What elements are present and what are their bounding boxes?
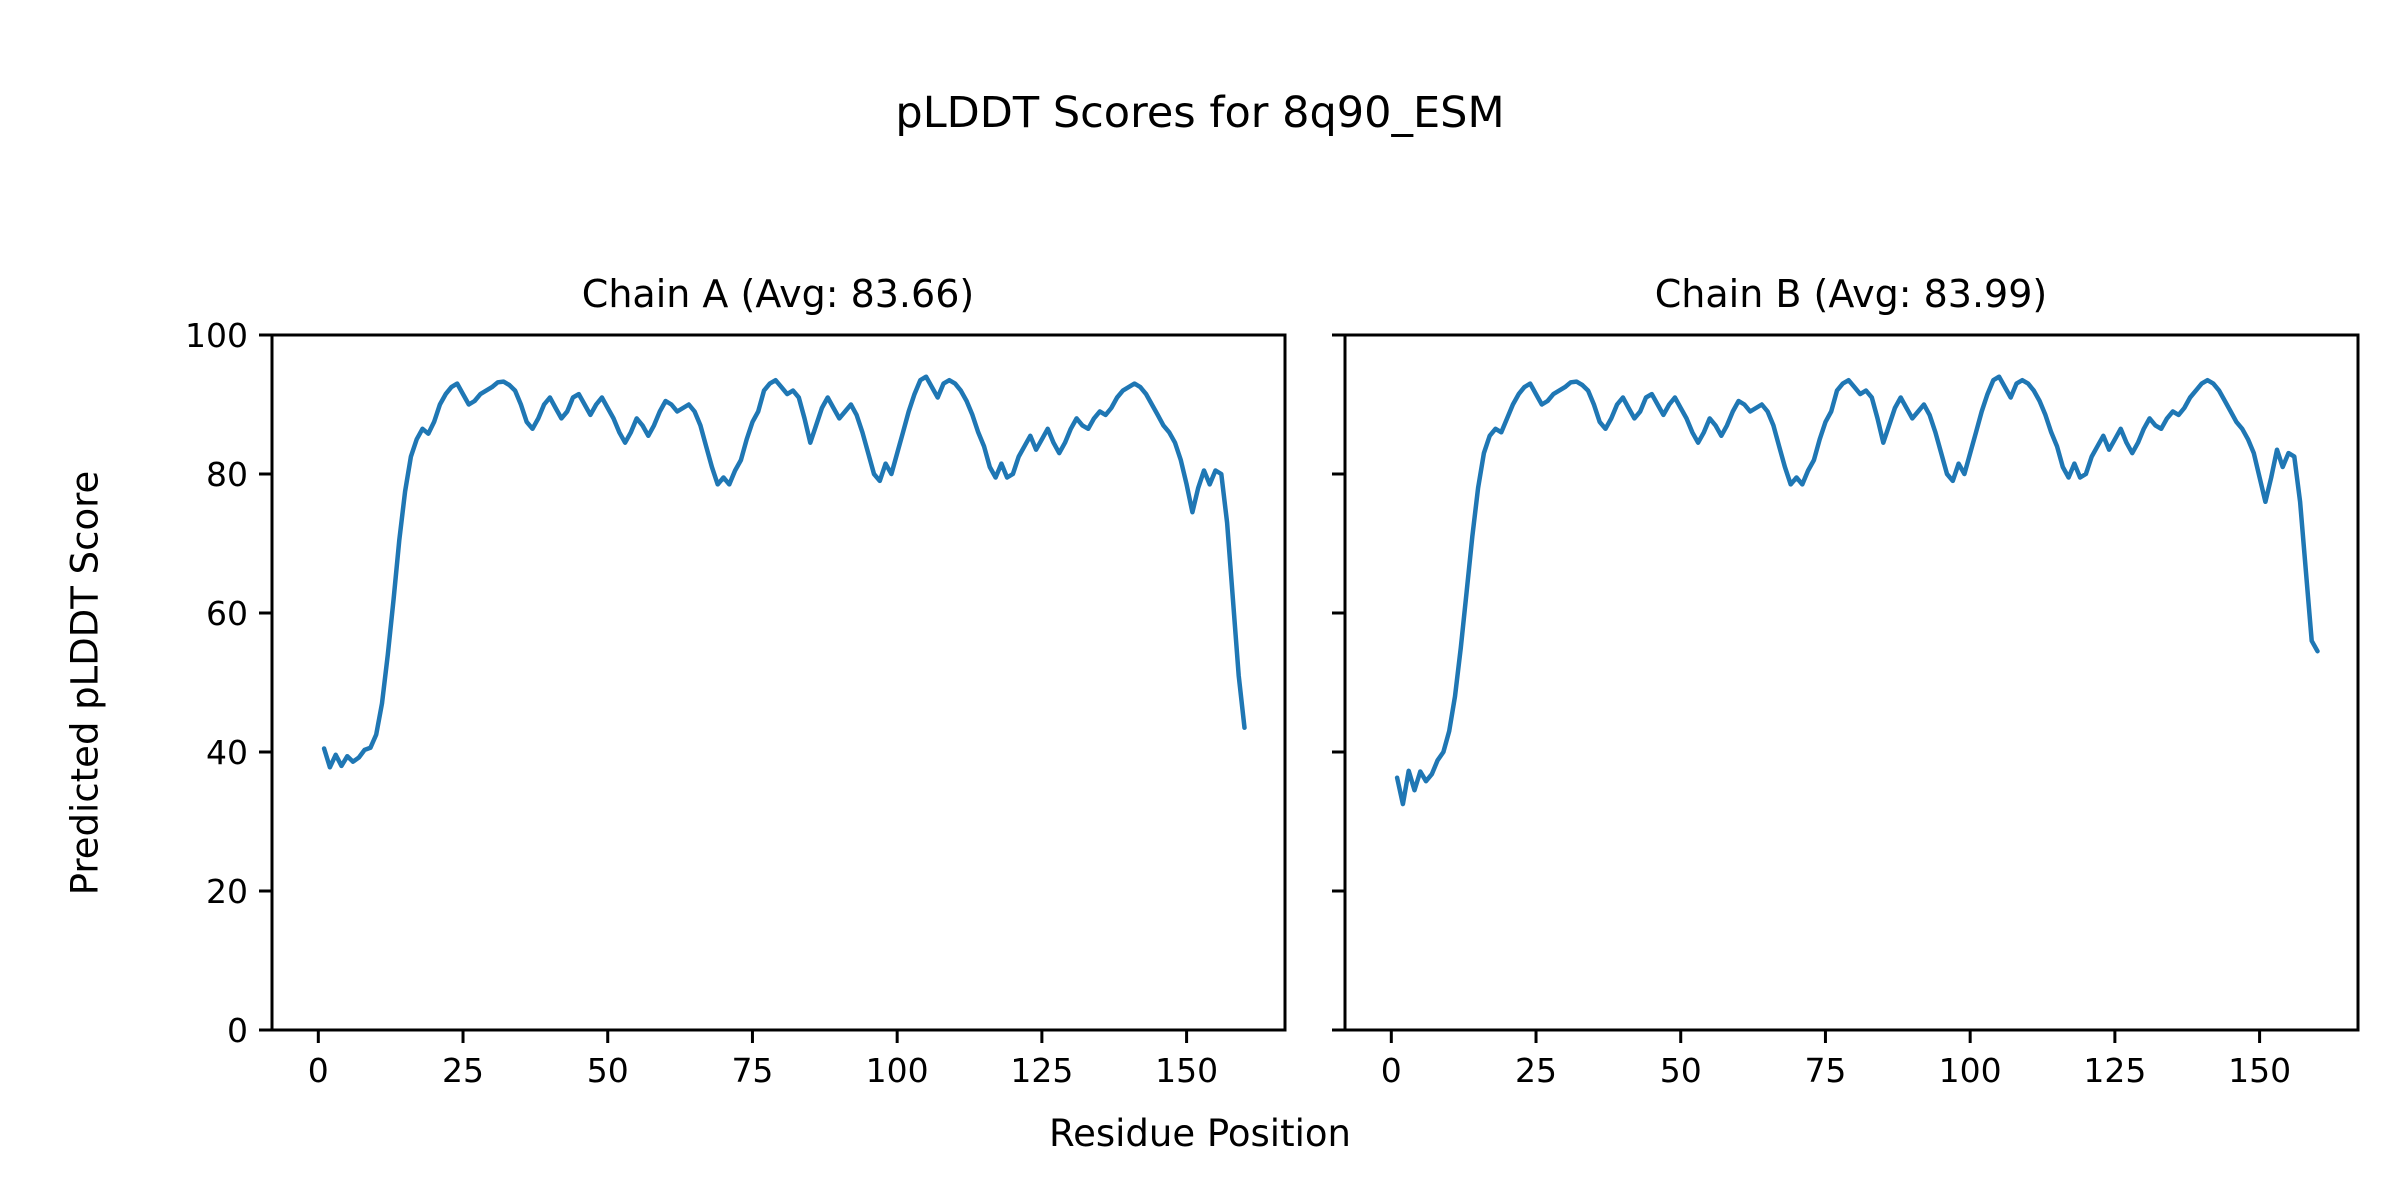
chain-b-x-tick-label: 50	[1660, 1051, 1702, 1090]
chain-a-y-tick-label: 20	[206, 872, 248, 911]
figure-title: pLDDT Scores for 8q90_ESM	[895, 88, 1505, 138]
chain-a-y-tick-label: 60	[206, 594, 248, 633]
chain-a-x-tick-label: 75	[731, 1051, 773, 1090]
chain-b-x-tick-label: 100	[1939, 1051, 2002, 1090]
chain-a-x-tick-label: 125	[1010, 1051, 1073, 1090]
chain-b-spines	[1343, 333, 2360, 1032]
chain-b-x-tick-label: 75	[1804, 1051, 1846, 1090]
chain-b-x-tick-label: 0	[1381, 1051, 1402, 1090]
chain-a-y-tick-label: 100	[185, 316, 248, 355]
chain-a-y-tick-label: 0	[227, 1011, 248, 1050]
chain-b-x-tick-label: 150	[2228, 1051, 2291, 1090]
x-axis-label: Residue Position	[1049, 1112, 1351, 1155]
chain-a-y-tick-label: 80	[206, 455, 248, 494]
chain-a-x-tick-label: 150	[1155, 1051, 1218, 1090]
chain-b-x-tick-label: 125	[2083, 1051, 2146, 1090]
plddt-line-chain-a	[321, 374, 1247, 770]
chain-b-subplot-title: Chain B (Avg: 83.99)	[1654, 272, 2048, 316]
chain-a-spines	[270, 333, 1287, 1032]
chain-b-x-tick-label: 25	[1515, 1051, 1557, 1090]
chain-a-axes: 0 25 50 75 100 125 150 0 20 40 60 80 100	[185, 316, 1287, 1090]
y-axis-label: Predicted pLDDT Score	[63, 470, 107, 896]
chain-a-x-tick-label: 100	[866, 1051, 929, 1090]
chain-a-x-tick-label: 25	[442, 1051, 484, 1090]
plddt-line-chain-b	[1394, 374, 2320, 807]
chain-a-subplot-title: Chain A (Avg: 83.66)	[581, 272, 975, 316]
chain-b-axes: 0 25 50 75 100 125 150	[1332, 333, 2360, 1090]
chain-a-x-tick-label: 0	[308, 1051, 329, 1090]
chain-a-y-tick-label: 40	[206, 733, 248, 772]
chain-a-x-tick-label: 50	[587, 1051, 629, 1090]
